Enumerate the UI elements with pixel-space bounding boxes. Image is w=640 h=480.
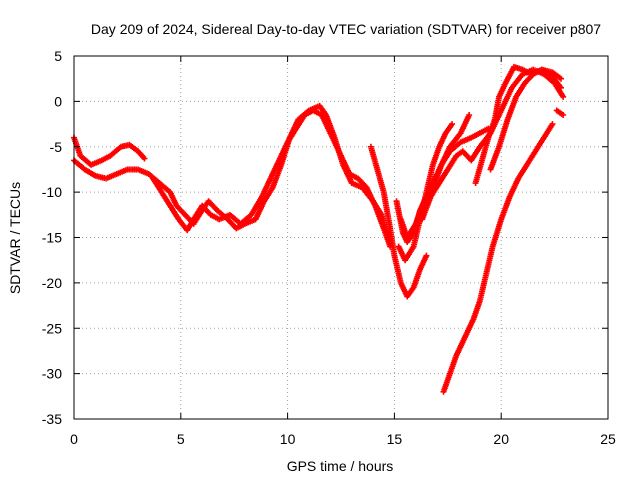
chart-title: Day 209 of 2024, Sidereal Day-to-day VTE… <box>91 21 601 37</box>
y-tick-label: -5 <box>50 139 63 155</box>
x-tick-label: 5 <box>177 431 185 447</box>
y-tick-label: 5 <box>54 48 62 64</box>
data-point <box>560 93 567 100</box>
y-tick-label: 0 <box>54 93 62 109</box>
data-series-10 <box>472 63 565 187</box>
y-tick-label: -25 <box>42 320 62 336</box>
data-series-1 <box>71 134 148 168</box>
data-series-11 <box>440 121 556 395</box>
data-marks <box>71 63 567 395</box>
x-tick-label: 15 <box>387 431 403 447</box>
data-point <box>549 121 556 128</box>
y-tick-label: -30 <box>42 366 62 382</box>
data-point <box>558 75 565 82</box>
y-axis-ticks: 5 0 -5 -10 -15 -20 -25 -30 -35 <box>42 48 608 427</box>
y-axis-label: SDTVAR / TECUs <box>7 182 23 294</box>
y-tick-label: -15 <box>42 230 62 246</box>
x-tick-label: 20 <box>493 431 509 447</box>
x-tick-label: 0 <box>70 431 78 447</box>
x-tick-label: 25 <box>600 431 616 447</box>
data-series-9 <box>487 66 565 173</box>
y-tick-label: -10 <box>42 184 62 200</box>
data-point <box>560 111 567 118</box>
grid-lines <box>74 56 608 419</box>
data-point <box>466 111 473 118</box>
data-series-3 <box>150 107 394 250</box>
data-point <box>141 155 148 162</box>
data-point <box>558 84 565 91</box>
y-tick-label: -20 <box>42 275 62 291</box>
data-series-4 <box>367 143 430 300</box>
data-series-7 <box>397 125 492 241</box>
data-point <box>449 121 456 128</box>
data-point <box>423 252 430 259</box>
y-tick-label: -35 <box>42 411 62 427</box>
x-tick-label: 10 <box>280 431 296 447</box>
x-axis-label: GPS time / hours <box>287 458 394 474</box>
x-axis-ticks: 0 5 10 15 20 25 <box>70 56 616 447</box>
data-series-12 <box>553 107 567 118</box>
